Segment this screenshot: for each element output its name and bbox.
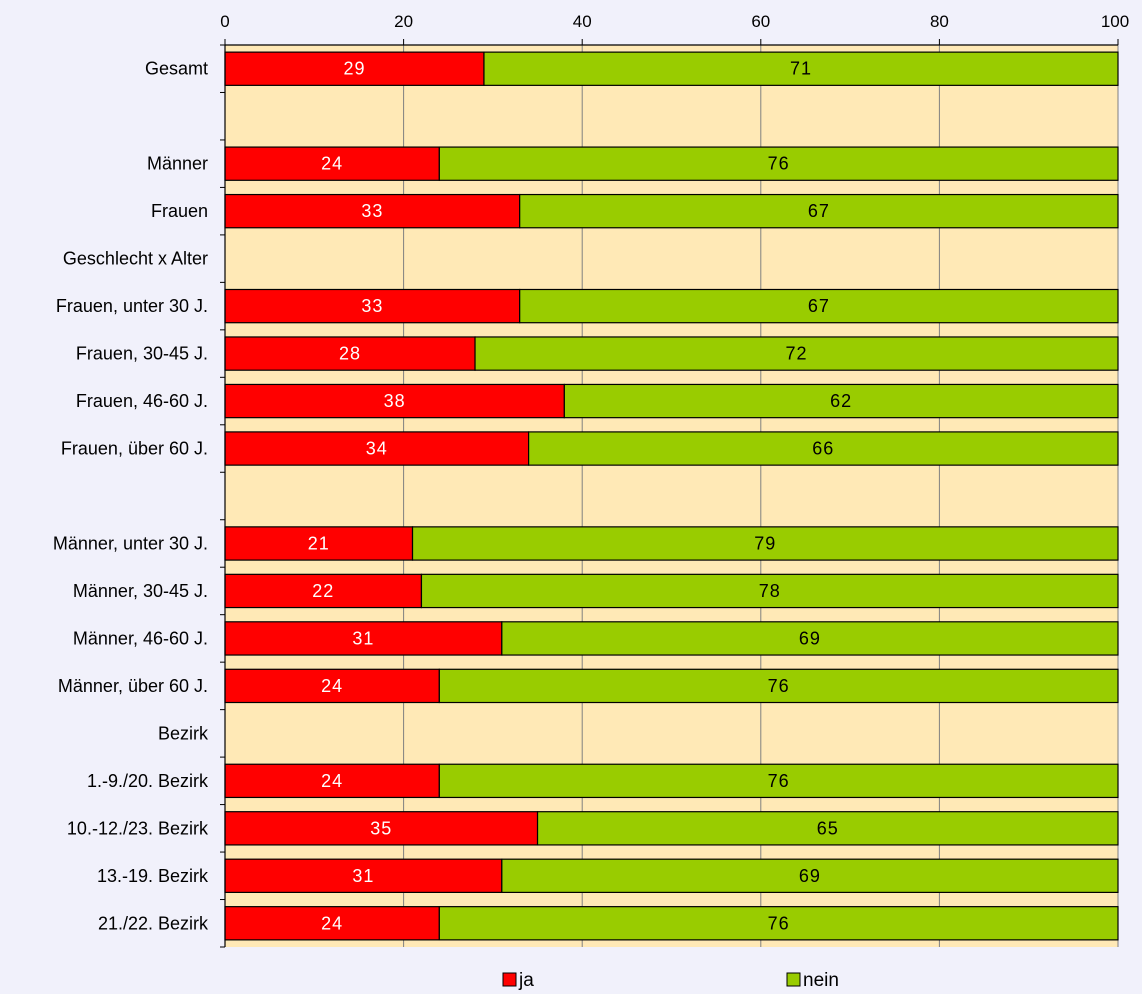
data-label-ja: 38 [384,391,406,411]
data-label-nein: 78 [759,581,781,601]
category-label: Männer [147,154,208,174]
category-label: Frauen [151,201,208,221]
x-tick-label: 40 [573,12,592,31]
x-tick-label: 20 [394,12,413,31]
bar-nein [438,146,1119,181]
data-label-nein: 76 [768,676,790,696]
data-label-nein: 67 [808,296,830,316]
data-label-ja: 24 [321,913,343,933]
legend-swatch-ja [502,972,517,987]
bar-ja [224,383,565,419]
category-label: Frauen, über 60 J. [61,439,208,459]
data-label-nein: 71 [790,59,812,79]
bar-nein [536,811,1119,846]
data-label-nein: 65 [817,818,839,838]
data-label-nein: 72 [786,344,808,364]
category-labels: Gesamt Männer Frauen Geschlecht x Alter Frau… [53,59,209,934]
bars [224,51,1119,941]
bar-nein [483,51,1119,86]
data-label-ja: 33 [361,296,383,316]
data-label-ja: 34 [366,439,388,459]
bar-ja [224,811,539,846]
bar-nein [474,336,1119,371]
x-tick-label: 60 [751,12,770,31]
data-label-ja: 24 [321,154,343,174]
axes [220,39,1119,948]
bar-ja [224,573,423,609]
data-label-ja: 35 [370,818,392,838]
data-label-ja: 31 [352,866,374,886]
category-label: Bezirk [158,723,209,743]
bar-ja [224,288,521,324]
category-label: Frauen, unter 30 J. [56,296,208,316]
bar-nein [420,573,1119,609]
category-label: 1.-9./20. Bezirk [87,771,209,791]
bar-ja [224,621,503,656]
bar-nein [438,668,1119,704]
category-label: Männer, unter 30 J. [53,533,208,553]
bar-ja [224,526,414,561]
data-label-ja: 24 [321,676,343,696]
category-label: 13.-19. Bezirk [97,866,209,886]
legend-label-nein: nein [803,970,839,991]
bar-ja [224,431,530,466]
category-label: Geschlecht x Alter [63,249,208,269]
data-label-ja: 24 [321,771,343,791]
x-tick-labels: 0 20 40 60 80 100 [220,12,1129,31]
bar-nein [411,526,1119,561]
data-label-nein: 62 [830,391,852,411]
x-tick-label: 80 [930,12,949,31]
category-label: Frauen, 46-60 J. [76,391,208,411]
data-label-nein: 67 [808,201,830,221]
data-label-nein: 69 [799,628,821,648]
legend-swatch-nein [786,972,801,987]
category-label: Männer, 30-45 J. [73,581,208,601]
data-label-ja: 31 [352,628,374,648]
bar-ja [224,336,476,371]
data-label-nein: 69 [799,866,821,886]
data-label-nein: 76 [768,154,790,174]
bar-labels: 29 71 24 76 33 67 33 67 28 72 38 62 34 66 21 79 22 78 31 69… [308,59,852,934]
x-tick-label: 100 [1101,12,1129,31]
bar-ja [224,858,503,894]
category-label: Frauen, 30-45 J. [76,344,208,364]
data-label-nein: 79 [754,533,776,553]
category-label: Männer, 46-60 J. [73,628,208,648]
bar-nein [519,193,1119,229]
data-label-ja: 22 [312,581,334,601]
bar-nein [563,383,1119,419]
bar-nein [528,431,1119,466]
bar-ja [224,763,440,799]
data-label-nein: 76 [768,913,790,933]
data-label-nein: 66 [812,439,834,459]
data-label-ja: 29 [343,59,365,79]
legend: ja nein [502,970,839,991]
legend-label-ja: ja [518,970,534,991]
bar-nein [501,858,1119,894]
data-label-ja: 28 [339,344,361,364]
data-label-ja: 21 [308,533,330,553]
category-label: 10.-12./23. Bezirk [67,818,209,838]
category-label: Männer, über 60 J. [58,676,208,696]
bar-nein [438,906,1119,941]
x-tick-label: 0 [220,12,229,31]
bar-nein [519,288,1119,324]
category-label: 21./22. Bezirk [98,913,209,933]
category-label: Gesamt [145,59,208,79]
bar-nein [438,763,1119,799]
data-label-nein: 76 [768,771,790,791]
data-label-ja: 33 [361,201,383,221]
bar-nein [501,621,1119,656]
